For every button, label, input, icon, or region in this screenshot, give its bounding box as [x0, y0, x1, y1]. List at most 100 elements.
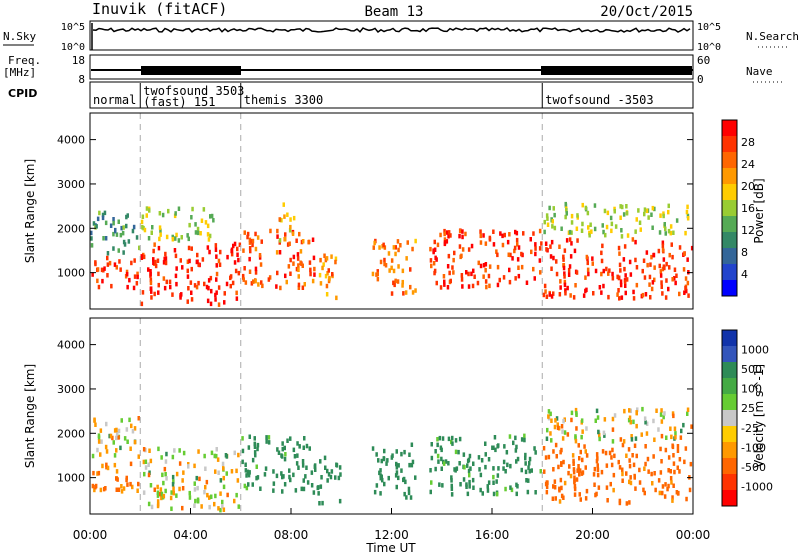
- echo-cell: [219, 478, 223, 483]
- echo-cell: [91, 483, 95, 489]
- echo-cell: [578, 472, 581, 477]
- echo-cell: [326, 468, 329, 474]
- echo-cell: [219, 507, 222, 513]
- echo-cell: [157, 271, 160, 277]
- echo-cell: [524, 461, 527, 466]
- echo-cell: [515, 444, 518, 450]
- echo-cell: [554, 442, 558, 448]
- echo-cell: [439, 232, 442, 238]
- echo-cell: [435, 280, 438, 286]
- echo-cell: [237, 257, 240, 263]
- echo-cell: [172, 490, 175, 496]
- echo-cell: [156, 499, 160, 504]
- echo-cell: [660, 284, 663, 289]
- echo-cell: [608, 450, 612, 456]
- echo-cell: [683, 459, 686, 465]
- echo-cell: [289, 217, 292, 222]
- echo-cell: [383, 481, 386, 487]
- echo-cell: [404, 479, 407, 485]
- echo-cell: [606, 210, 610, 216]
- y-tick-label: 2000: [57, 427, 85, 440]
- echo-cell: [302, 445, 305, 450]
- echo-cell: [97, 435, 101, 440]
- echo-cell: [527, 478, 530, 483]
- x-tick-label: 00:00: [73, 528, 108, 542]
- echo-cell: [161, 472, 164, 478]
- echo-cell: [213, 501, 216, 507]
- echo-cell: [479, 472, 483, 478]
- echo-cell: [509, 485, 512, 490]
- echo-cell: [543, 469, 546, 474]
- echo-cell: [256, 442, 260, 448]
- echo-cell: [492, 480, 495, 485]
- echo-cell: [404, 290, 408, 295]
- echo-cell: [496, 264, 500, 270]
- echo-cell: [664, 226, 667, 232]
- echo-cell: [231, 280, 235, 286]
- echo-cell: [478, 467, 481, 472]
- echo-cell: [236, 478, 240, 483]
- echo-cell: [267, 440, 271, 445]
- echo-cell: [103, 266, 106, 271]
- time-axis-ticks: 00:00 04:00 08:00 12:00 16:00 20:00 00:00: [73, 508, 710, 542]
- echo-cell: [203, 453, 206, 459]
- echo-cell: [196, 226, 200, 232]
- echo-cell: [466, 491, 470, 497]
- echo-cell: [156, 484, 159, 490]
- echo-cell: [458, 233, 461, 239]
- echo-cell: [643, 466, 646, 471]
- echo-cell: [123, 242, 127, 247]
- cpid-name: normal: [93, 93, 136, 107]
- echo-cell: [634, 257, 637, 263]
- echo-cell: [297, 465, 300, 470]
- echo-cell: [115, 448, 118, 453]
- echo-cell: [303, 436, 306, 441]
- echo-cell: [568, 237, 572, 242]
- echo-cell: [668, 252, 671, 258]
- echo-cell: [458, 244, 462, 249]
- echo-cell: [300, 239, 304, 245]
- echo-cell: [570, 417, 573, 423]
- x-tick-label: 08:00: [274, 528, 309, 542]
- echo-cell: [575, 270, 579, 275]
- echo-cell: [566, 285, 569, 291]
- echo-cell: [638, 467, 641, 473]
- echo-cell: [213, 453, 216, 459]
- echo-cell: [289, 257, 292, 263]
- echo-cell: [596, 456, 599, 461]
- echo-cell: [651, 481, 654, 486]
- echo-cell: [623, 266, 626, 272]
- echo-cell: [405, 495, 408, 500]
- echo-cell: [392, 280, 395, 286]
- echo-cell: [534, 251, 537, 257]
- echo-cell: [465, 482, 468, 487]
- echo-cell: [144, 465, 148, 470]
- echo-cell: [593, 466, 597, 472]
- echo-cell: [143, 227, 147, 233]
- echo-cell: [163, 285, 167, 291]
- echo-cell: [242, 277, 245, 282]
- echo-cell: [434, 449, 437, 454]
- echo-cell: [443, 231, 446, 237]
- echo-cell: [136, 274, 139, 280]
- echo-cell: [143, 471, 146, 477]
- echo-cell: [524, 452, 527, 458]
- echo-cell: [654, 487, 657, 493]
- echo-cell: [538, 258, 542, 263]
- y-tick-label: 1000: [57, 267, 85, 280]
- echo-cell: [125, 223, 128, 229]
- echo-cell: [106, 465, 110, 471]
- echo-cell: [435, 257, 438, 262]
- echo-cell: [237, 452, 240, 458]
- echo-cell: [560, 485, 563, 491]
- echo-cell: [574, 435, 577, 441]
- echo-cell: [101, 212, 105, 218]
- echo-cell: [190, 297, 194, 302]
- colorbar-swatch: [722, 248, 737, 265]
- echo-cell: [222, 484, 226, 490]
- echo-cell: [141, 290, 145, 295]
- echo-cell: [323, 253, 326, 258]
- echo-cell: [188, 495, 192, 500]
- echo-cell: [104, 444, 108, 450]
- echo-cell: [297, 282, 301, 288]
